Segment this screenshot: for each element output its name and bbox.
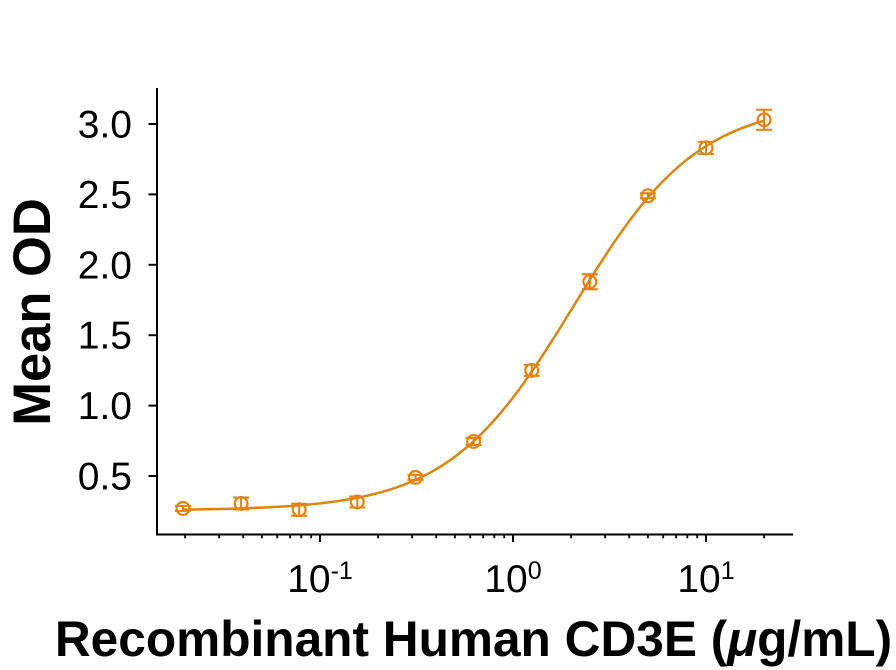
svg-text:Recombinant Human CD3E (μg/mL): Recombinant Human CD3E (μg/mL) [55,611,892,667]
svg-text:2.5: 2.5 [78,174,132,217]
svg-text:Mean OD: Mean OD [3,198,62,426]
svg-text:0.5: 0.5 [78,456,132,499]
svg-text:3.0: 3.0 [78,104,132,147]
svg-text:1.5: 1.5 [78,315,132,358]
svg-text:1.0: 1.0 [78,385,132,428]
svg-text:2.0: 2.0 [78,244,132,287]
